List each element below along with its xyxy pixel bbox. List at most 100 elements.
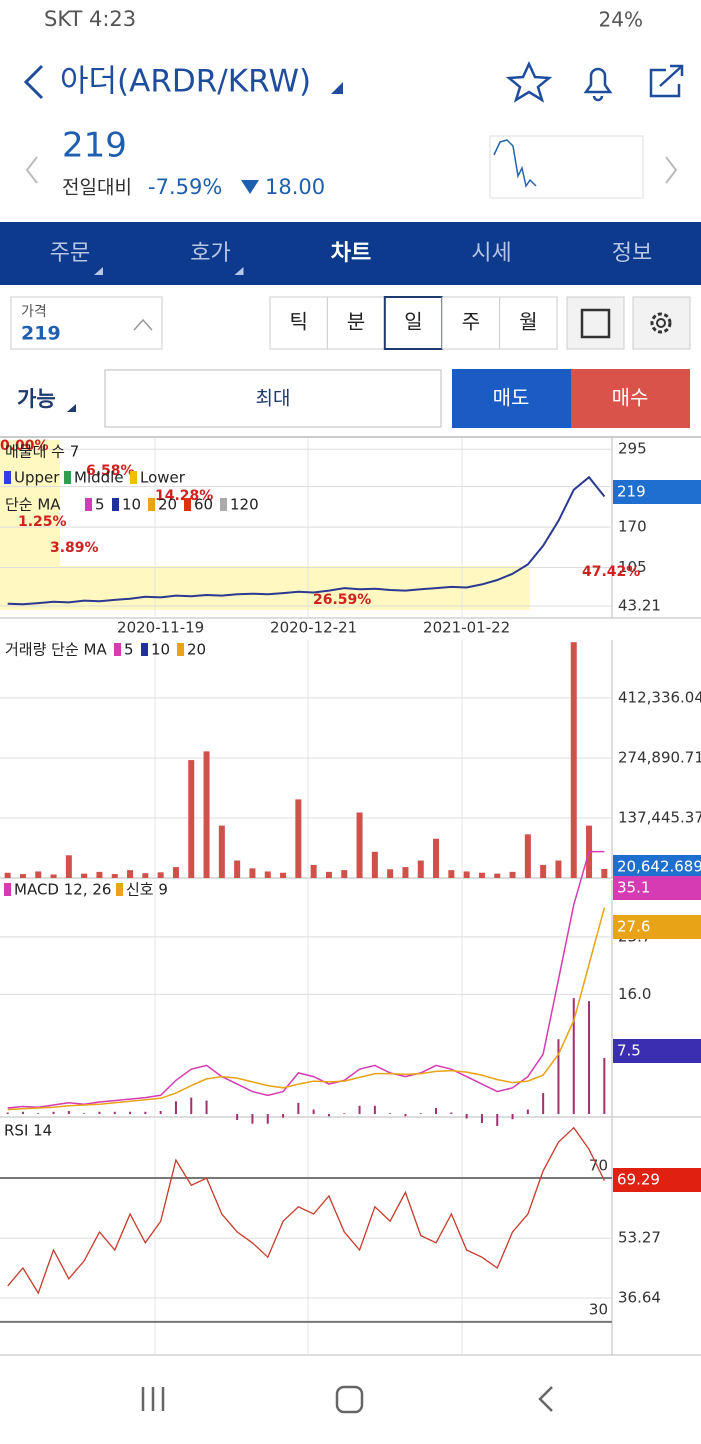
swatch [177, 643, 184, 656]
swatch [116, 883, 123, 896]
bar [509, 871, 516, 878]
tab[interactable]: 주문 [50, 241, 90, 266]
bar [387, 869, 394, 878]
bar [188, 760, 195, 878]
back[interactable] [23, 64, 44, 100]
bar [144, 1111, 147, 1115]
y-tick-label: 105 [618, 558, 647, 576]
price-box[interactable] [10, 296, 163, 350]
tab[interactable]: 시세 [471, 241, 511, 266]
y-tick-label: 53.27 [618, 1229, 661, 1247]
square-button[interactable] [566, 296, 625, 350]
current-value-box [613, 876, 701, 900]
bar [404, 1114, 407, 1117]
bar [129, 1111, 132, 1115]
status-time: SKT 4:23 [44, 7, 136, 31]
gear [650, 312, 672, 334]
swatch [114, 643, 121, 656]
bar [402, 867, 409, 878]
y-tick-label: 36.64 [618, 1289, 661, 1307]
bar [264, 871, 271, 878]
swatch [4, 471, 11, 484]
prev[interactable] [25, 156, 38, 184]
legend: 120 [230, 496, 259, 514]
share[interactable] [649, 64, 684, 98]
y-tick-label: 43.21 [618, 597, 661, 615]
period-button[interactable] [326, 296, 386, 350]
profile-label: 47.42% [582, 564, 640, 580]
period-button[interactable] [383, 296, 444, 350]
legend: RSI 14 [4, 1122, 52, 1140]
profile-label: 26.59% [313, 592, 371, 608]
tab-arrow [94, 267, 103, 275]
bar [557, 1039, 560, 1115]
bar [205, 1100, 208, 1115]
bar [601, 868, 608, 878]
recent-apps[interactable] [141, 1387, 165, 1411]
period-button[interactable] [269, 296, 328, 350]
bar [234, 860, 241, 878]
available[interactable]: 가능 [17, 387, 56, 411]
swatch [64, 471, 71, 484]
bar [21, 1111, 24, 1115]
bar [310, 864, 317, 878]
bar [373, 1105, 376, 1115]
max-button[interactable] [104, 369, 442, 428]
square-icon [580, 308, 611, 339]
swatch [112, 498, 119, 511]
settings-button[interactable] [632, 296, 691, 350]
legend: MACD 12, 26 [14, 881, 111, 899]
sell-button[interactable] [452, 369, 571, 428]
bar [127, 870, 134, 878]
tab[interactable]: 정보 [612, 241, 652, 266]
alarm[interactable] [583, 67, 613, 102]
bar [389, 1113, 392, 1115]
bar [341, 870, 348, 878]
legend: 5 [124, 641, 134, 659]
bar [542, 1093, 545, 1115]
legend: 단순 MA [5, 496, 61, 514]
bar [251, 1114, 254, 1124]
bar [81, 873, 88, 878]
bar [236, 1114, 239, 1120]
home[interactable] [335, 1385, 364, 1414]
next[interactable] [665, 156, 678, 184]
bar [540, 864, 547, 878]
legend: 10 [151, 641, 170, 659]
period-label: 틱 [289, 310, 307, 334]
current-value-box [613, 1168, 701, 1192]
bar [19, 874, 26, 878]
series-line [7, 850, 605, 1109]
bar [249, 868, 256, 878]
tab[interactable]: 호가 [190, 241, 230, 266]
bar [417, 860, 424, 878]
bar [419, 1113, 422, 1115]
series-line [7, 475, 606, 606]
bar [174, 1101, 177, 1115]
bar [588, 1001, 591, 1115]
current-value: 35.1 [617, 879, 650, 897]
bar [325, 871, 332, 878]
bar [190, 1097, 193, 1115]
current-value: 7.5 [617, 1042, 641, 1060]
favorite[interactable] [505, 61, 553, 103]
profile-label: 3.89% [50, 540, 99, 556]
bar [435, 1108, 438, 1115]
dropdown[interactable] [331, 82, 343, 94]
y-tick-label: 274,890.710 [618, 748, 701, 766]
change-label: 전일대비 [62, 177, 132, 199]
period-label: 일 [404, 310, 422, 334]
period-button[interactable] [499, 296, 558, 350]
buy-button[interactable] [571, 369, 690, 428]
tab[interactable]: 차트 [331, 241, 371, 266]
period-label: 월 [519, 310, 537, 334]
profile-band [0, 440, 60, 566]
back-nav[interactable] [538, 1386, 553, 1412]
current-value-box [613, 915, 701, 939]
y-tick-label: 295 [618, 440, 647, 458]
x-tick-label: 2020-12-21 [270, 619, 357, 637]
y-tick-label: 16.0 [618, 985, 651, 1003]
legend: 20 [158, 496, 177, 514]
period-button[interactable] [441, 296, 501, 350]
